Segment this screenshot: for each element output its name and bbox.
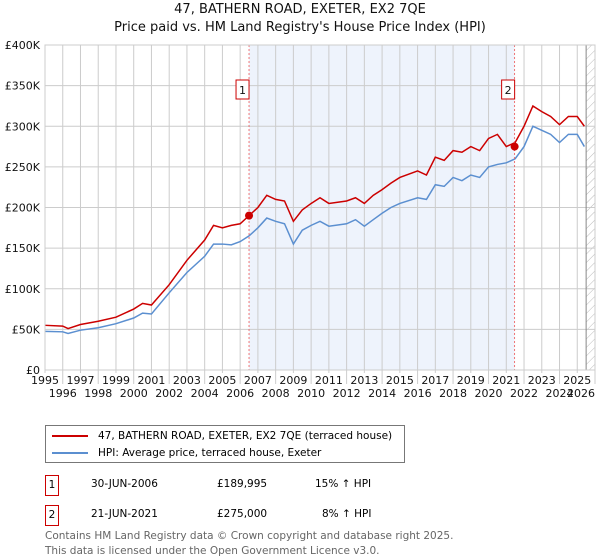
- sale-point: [245, 211, 254, 220]
- footer-copyright: Contains HM Land Registry data © Crown c…: [45, 530, 454, 542]
- x-tick-label: 1995: [31, 374, 59, 387]
- property-price-line: [44, 104, 585, 330]
- x-tick-label: 2022: [510, 387, 538, 400]
- y-tick-label: £150K: [5, 242, 41, 255]
- chart-subtitle: Price paid vs. HM Land Registry's House …: [114, 20, 486, 35]
- x-tick-label: 2019: [457, 374, 485, 387]
- x-tick-label: 2023: [528, 374, 556, 387]
- y-tick-label: £400K: [5, 39, 41, 52]
- x-tick-label: 2018: [439, 387, 467, 400]
- y-tick-label: £100K: [5, 283, 41, 296]
- x-tick-label: 1996: [49, 387, 77, 400]
- legend-label-property: 47, BATHERN ROAD, EXETER, EX2 7QE (terra…: [98, 430, 393, 442]
- y-tick-label: £350K: [5, 80, 41, 93]
- x-tick-label: 2003: [173, 374, 201, 387]
- x-tick-label: 1997: [66, 374, 94, 387]
- x-tick-label: 2011: [315, 374, 343, 387]
- x-tick-label: 2010: [297, 387, 325, 400]
- x-tick-label: 2012: [333, 387, 361, 400]
- x-tick-label: 2002: [155, 387, 183, 400]
- x-tick-label: 2017: [421, 374, 449, 387]
- plot-border: [44, 44, 596, 371]
- sale-annotation-label: 1: [239, 84, 246, 97]
- chart-title: 47, BATHERN ROAD, EXETER, EX2 7QE: [174, 2, 426, 17]
- x-tick-label: 2004: [191, 387, 219, 400]
- x-tick-label: 2020: [475, 387, 503, 400]
- sale-hpi: 8% ↑ HPI: [322, 508, 372, 520]
- legend-swatch-property: [52, 435, 88, 437]
- x-tick-label: 2016: [404, 387, 432, 400]
- sale-hpi: 15% ↑ HPI: [315, 478, 372, 490]
- x-tick-label: 2015: [386, 374, 414, 387]
- legend-label-hpi: HPI: Average price, terraced house, Exet…: [98, 447, 322, 459]
- x-tick-label: 2014: [368, 387, 396, 400]
- sale-row-1: 1 30-JUN-2006 £189,995 15% ↑ HPI: [45, 475, 545, 496]
- x-tick-label: 2026: [567, 387, 595, 400]
- plot-area: 1995199619971998199920002001200220032004…: [5, 39, 596, 400]
- x-tick-label: 2006: [226, 387, 254, 400]
- x-tick-label: 1999: [102, 374, 130, 387]
- footer-licence: This data is licensed under the Open Gov…: [45, 545, 380, 557]
- x-tick-label: 2000: [120, 387, 148, 400]
- y-tick-label: £200K: [5, 202, 41, 215]
- x-tick-label: 2024: [546, 387, 574, 400]
- sale-badge: 1: [45, 475, 59, 496]
- x-tick-label: 2007: [244, 374, 272, 387]
- x-tick-label: 2021: [492, 374, 520, 387]
- sale-row-2: 2 21-JUN-2021 £275,000 8% ↑ HPI: [45, 505, 545, 526]
- y-tick-label: £0: [26, 364, 40, 377]
- legend: 47, BATHERN ROAD, EXETER, EX2 7QE (terra…: [45, 425, 405, 463]
- x-tick-label: 2005: [208, 374, 236, 387]
- y-tick-label: £50K: [12, 323, 41, 336]
- sale-point: [510, 142, 519, 151]
- sale-annotation-box: [501, 79, 516, 100]
- x-tick-label: 2001: [137, 374, 165, 387]
- sale-price: £189,995: [217, 478, 268, 490]
- y-tick-label: £300K: [5, 120, 41, 133]
- sale-badge: 2: [45, 505, 59, 526]
- sale-annotation-label: 2: [505, 84, 512, 97]
- x-tick-label: 2008: [262, 387, 290, 400]
- x-tick-label: 2009: [279, 374, 307, 387]
- y-tick-label: £250K: [5, 161, 41, 174]
- x-tick-label: 2025: [563, 374, 591, 387]
- legend-swatch-hpi: [52, 452, 88, 454]
- sale-annotation-box: [235, 79, 250, 100]
- x-tick-label: 2013: [350, 374, 378, 387]
- sale-date: 21-JUN-2021: [91, 508, 158, 520]
- sale-date: 30-JUN-2006: [91, 478, 158, 490]
- x-tick-label: 1998: [84, 387, 112, 400]
- sale-price: £275,000: [217, 508, 268, 520]
- hpi-line: [44, 125, 586, 335]
